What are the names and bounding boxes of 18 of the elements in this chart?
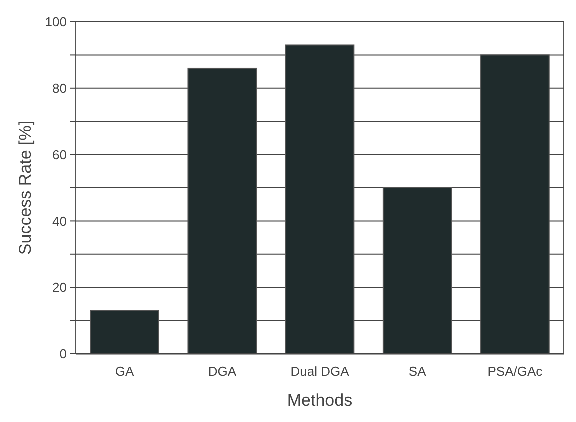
bar [90,310,160,354]
x-tick-label: PSA/GAc [488,364,544,379]
x-tick-label: GA [115,364,135,379]
x-tick-label: DGA [208,364,237,379]
y-tick-label: 0 [60,346,67,362]
bar [285,44,355,354]
y-axis-title: Success Rate [%] [16,120,35,256]
y-tick-label: 100 [45,14,67,30]
y-tick-label: 80 [52,80,67,96]
x-axis-title: Methods [287,391,353,410]
bar [480,54,550,354]
y-tick-label: 40 [52,214,67,229]
bar [188,68,258,354]
y-tick-label: 60 [52,147,67,162]
y-tick-label: 20 [52,280,67,296]
x-tick-label: SA [408,364,427,379]
bar [382,188,452,354]
x-tick-label: Dual DGA [290,364,350,379]
